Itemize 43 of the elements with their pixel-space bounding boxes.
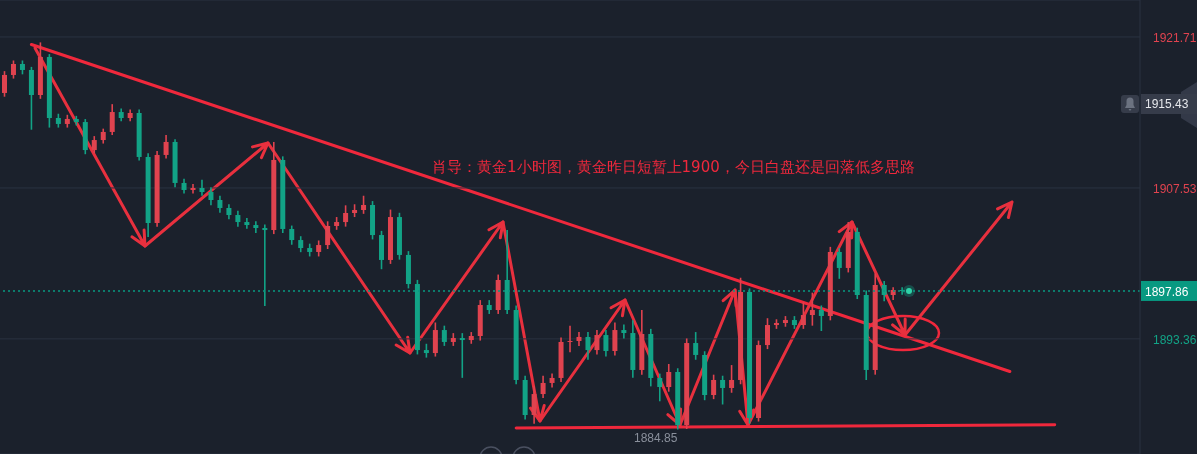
candlestick [818,304,824,332]
candlestick [325,220,331,250]
candlestick [540,374,546,399]
candlestick [836,247,842,280]
candlestick [441,324,447,347]
y-tick-label: 1893.36 [1153,332,1197,347]
candlestick [199,178,205,197]
candlestick [720,374,726,406]
candlestick [163,134,169,160]
candlestick [208,186,214,207]
candlestick [361,194,367,215]
candlestick [576,331,582,347]
candlestick [729,364,735,394]
ref-line-label: 1897.86 [1145,284,1189,299]
candlestick [432,321,438,358]
candlestick [764,317,770,350]
candlestick [253,220,259,234]
y-tick-label: 1921.71 [1153,30,1197,45]
candlestick [109,103,115,136]
candlestick [809,291,815,327]
candlestick [459,332,465,379]
candlestick [800,301,806,330]
candlestick [603,329,609,358]
candlestick [585,331,591,361]
text: 肖导：黄金1小时图，黄金昨日短暂上1900，今日白盘还是回落低多思路 [432,158,915,177]
candlestick [711,373,717,400]
candlestick [657,372,663,403]
candlestick [244,217,250,230]
candlestick [621,323,627,340]
candlestick [666,363,672,393]
candlestick [594,329,600,356]
candlestick [2,70,7,98]
candlestick [10,59,16,80]
candlestick [567,324,573,354]
candlestick [693,331,699,361]
candlestick [531,385,537,425]
y-tick-label: 1907.53 [1153,181,1197,196]
candlestick [612,321,618,357]
candlestick [289,224,295,246]
candlestick [343,204,349,228]
text: 1915.43 [1141,94,1197,114]
annotation: 1884.85 [633,430,679,445]
candlestick [190,183,196,195]
